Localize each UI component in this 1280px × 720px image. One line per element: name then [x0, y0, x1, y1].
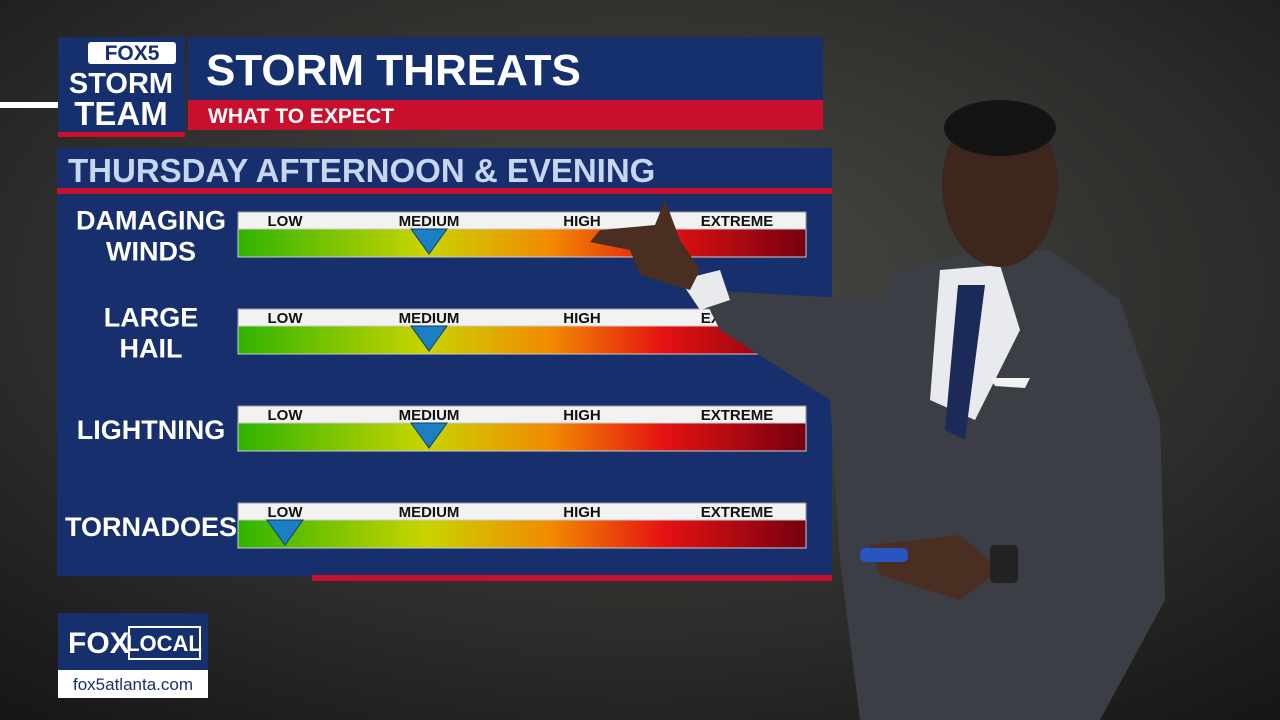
level-label: LOW [268, 310, 304, 327]
level-indicator [266, 519, 304, 546]
level-label: EXTREME [701, 407, 774, 424]
level-label: LOW [268, 504, 304, 521]
threat-row: TORNADOES LOW MEDIUM HIGH EXTREME [65, 502, 807, 549]
level-label: MEDIUM [399, 310, 460, 327]
logo-badge [88, 42, 176, 64]
scale-bar [237, 422, 807, 452]
level-label: MEDIUM [399, 407, 460, 424]
title: STORM THREATS [206, 46, 581, 95]
footer-url-box [58, 670, 208, 698]
presenter [590, 100, 1165, 720]
subtitle: WHAT TO EXPECT [208, 105, 394, 128]
footer-url: fox5atlanta.com [73, 675, 193, 694]
level-label: EXTREME [701, 504, 774, 521]
panel-rule [312, 575, 832, 581]
footer-brand: FOX [68, 627, 130, 660]
logo-text: FOX5 [105, 42, 160, 65]
level-label: HIGH [563, 504, 601, 521]
title-bar [188, 37, 823, 100]
footer-brand-suffix: LOCAL [126, 631, 202, 656]
threat-row: LIGHTNING LOW MEDIUM HIGH EXTREME [77, 405, 807, 452]
footer-badge [128, 626, 201, 660]
scale-bar [237, 325, 807, 355]
level-indicator [410, 228, 448, 255]
threat-label: LARGE [104, 303, 199, 333]
accent-line [0, 102, 58, 108]
level-label: LOW [268, 407, 304, 424]
level-label: HIGH [563, 407, 601, 424]
logo-text: STORM [69, 68, 173, 100]
level-label: HIGH [563, 310, 601, 327]
section-title: THURSDAY AFTERNOON & EVENING [68, 152, 655, 189]
threat-label: TORNADOES [65, 512, 237, 542]
footer-box [58, 613, 208, 670]
section-rule [57, 188, 832, 194]
scale-bar [237, 519, 807, 549]
level-label: MEDIUM [399, 213, 460, 230]
level-label: EXTREME [701, 213, 774, 230]
level-label: HIGH [563, 213, 601, 230]
threat-label: HAIL [120, 334, 183, 364]
threat-label: LIGHTNING [77, 415, 226, 445]
scale-bar [237, 228, 807, 258]
threat-label: WINDS [106, 237, 196, 267]
level-indicator [410, 325, 448, 352]
level-label: MEDIUM [399, 504, 460, 521]
subtitle-bar [188, 100, 823, 130]
logo-underline [58, 132, 185, 137]
level-label: LOW [268, 213, 304, 230]
threat-label: DAMAGING [76, 206, 226, 236]
level-indicator [410, 422, 448, 449]
logo-text: TEAM [74, 95, 168, 132]
